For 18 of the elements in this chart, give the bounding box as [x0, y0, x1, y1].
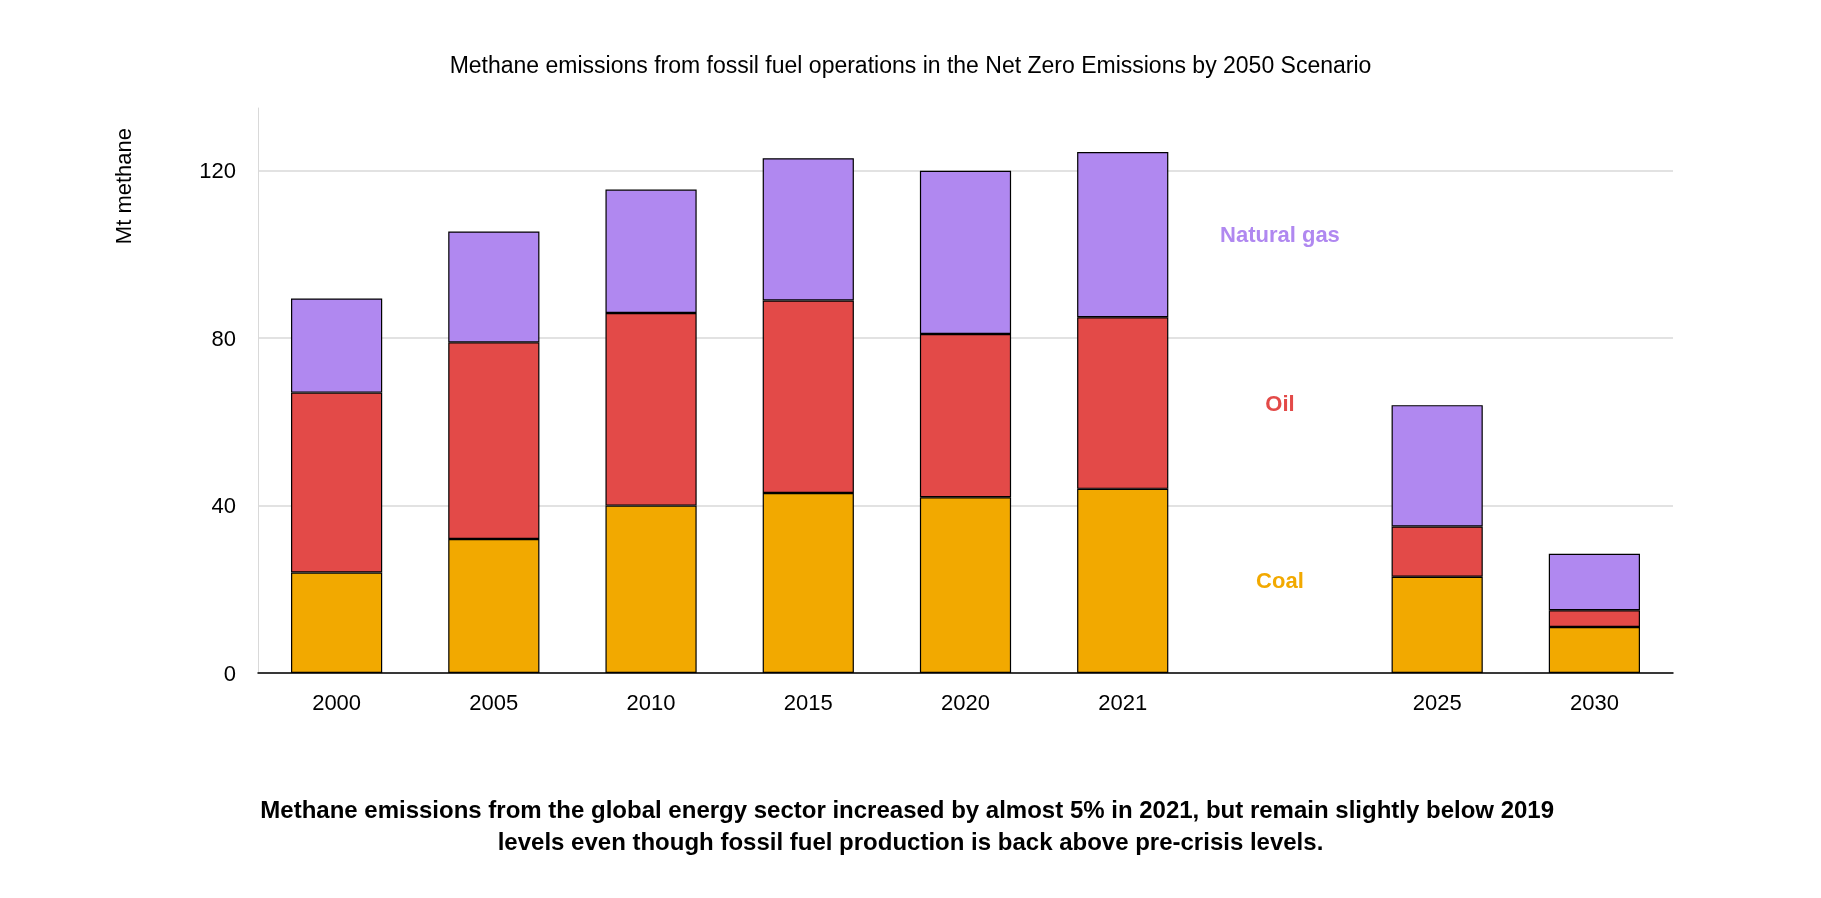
text: Methane emissions from the global energy sector increased by almost 5% in 2021, but remain slightly below 2019 levels even though fossil fuel production is back above pre-crisis levels. — [260, 795, 1561, 855]
chart-title: Methane emissions from fossil fuel operations in the Net Zero Emissions by 2050 Scenario — [449, 51, 1372, 78]
x-tick-label: 2015 — [783, 689, 833, 715]
x-tick-label: 2000 — [312, 689, 362, 715]
y-axis-title: Mt methane — [110, 128, 136, 245]
y-tick-label: 80 — [211, 325, 236, 351]
x-tick-label: 2010 — [626, 689, 676, 715]
y-tick-label: 120 — [199, 158, 236, 184]
x-tick-label: 2030 — [1569, 689, 1619, 715]
x-tick-label: 2025 — [1412, 689, 1462, 715]
x-tick-label: 2005 — [469, 689, 519, 715]
x-tick-label: 2021 — [1098, 689, 1148, 715]
text: Natural gas — [1220, 222, 1340, 248]
y-tick-label: 0 — [223, 660, 236, 686]
y-tick-label: 40 — [211, 493, 236, 519]
text: Oil — [1265, 390, 1295, 416]
x-tick-label: 2020 — [941, 689, 990, 715]
text: Coal — [1256, 568, 1304, 594]
